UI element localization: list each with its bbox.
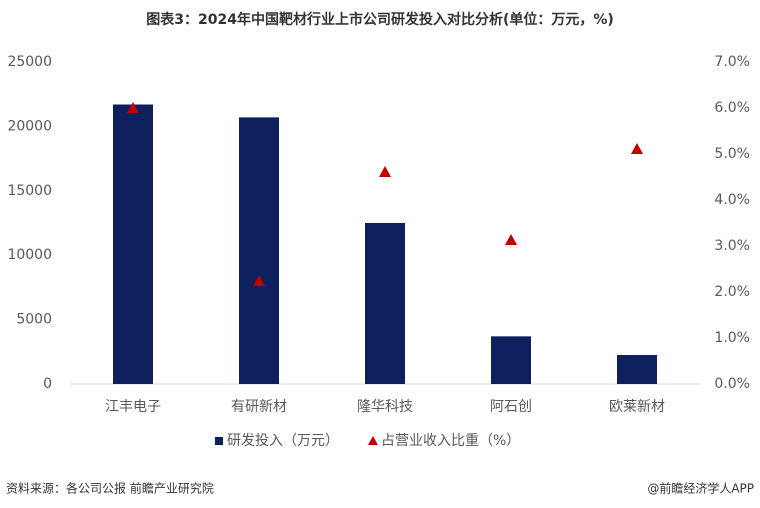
source: 资料来源：各公司公报 前瞻产业研究院 bbox=[6, 481, 214, 496]
legend-label: 研发投入（万元） bbox=[227, 433, 339, 449]
x-tick-label: 欧莱新材 bbox=[609, 399, 665, 415]
marker bbox=[127, 102, 139, 113]
legend-label: 占营业收入比重（%） bbox=[381, 433, 520, 449]
chart-title: 图表3：2024年中国靶材行业上市公司研发投入对比分析(单位：万元，%) bbox=[146, 11, 614, 28]
x-tick-label: 江丰电子 bbox=[105, 399, 161, 415]
y2-tick-label: 2.0% bbox=[714, 284, 750, 300]
marker bbox=[505, 234, 517, 246]
bar bbox=[491, 336, 531, 384]
bar bbox=[113, 104, 153, 384]
y-tick-label: 10000 bbox=[7, 247, 52, 263]
y2-tick-label: 5.0% bbox=[714, 146, 750, 162]
marker bbox=[253, 274, 265, 286]
y-tick-label: 5000 bbox=[16, 312, 52, 328]
marker bbox=[379, 165, 391, 177]
bar bbox=[239, 117, 279, 384]
y2-tick-label: 4.0% bbox=[714, 192, 750, 208]
y2-tick-label: 0.0% bbox=[714, 376, 750, 392]
x-tick-label: 隆华科技 bbox=[357, 399, 413, 415]
legend-swatch bbox=[215, 437, 223, 445]
y2-tick-label: 7.0% bbox=[714, 54, 750, 70]
y2-tick-label: 1.0% bbox=[714, 330, 750, 346]
x-tick-label: 阿石创 bbox=[490, 399, 532, 415]
bar bbox=[365, 223, 405, 384]
y-tick-label: 0 bbox=[43, 376, 52, 392]
legend-swatch bbox=[368, 436, 378, 445]
y2-tick-label: 6.0% bbox=[714, 100, 750, 116]
y2-tick-label: 3.0% bbox=[714, 238, 750, 254]
y-tick-label: 20000 bbox=[7, 118, 52, 134]
x-tick-label: 有研新材 bbox=[231, 399, 287, 415]
y-tick-label: 25000 bbox=[7, 54, 52, 70]
marker bbox=[631, 142, 643, 154]
credit: @前瞻经济学人APP bbox=[647, 481, 754, 496]
bar bbox=[617, 355, 657, 384]
y-tick-label: 15000 bbox=[7, 183, 52, 199]
